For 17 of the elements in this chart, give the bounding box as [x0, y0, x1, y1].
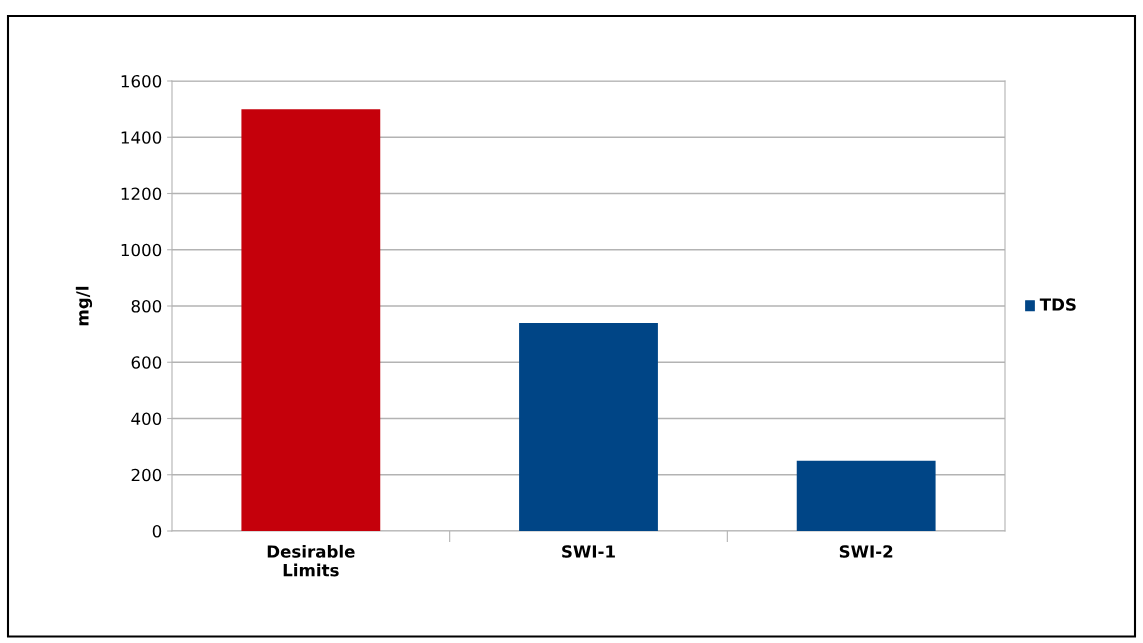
- bar: [241, 109, 381, 531]
- y-tick-label: 800: [131, 299, 162, 313]
- bar: [796, 460, 936, 531]
- y-tick-label: 1600: [121, 74, 162, 88]
- y-tick-label: 0: [152, 524, 162, 538]
- x-tick-label: SWI-2: [839, 545, 893, 558]
- y-tick-label: 400: [131, 412, 162, 426]
- y-axis-title: mg/l: [75, 286, 93, 326]
- y-tick-label: 1000: [121, 243, 162, 257]
- bar: [519, 322, 658, 531]
- y-tick-label: 200: [131, 468, 162, 482]
- y-tick-label: 1400: [121, 131, 162, 144]
- y-tick-label: 600: [131, 356, 162, 369]
- x-tick-label: Desirable Limits: [267, 544, 355, 577]
- x-tick-label: SWI-1: [562, 545, 615, 558]
- legend-label: TDS: [1039, 298, 1076, 311]
- y-tick-label: 1200: [121, 187, 162, 201]
